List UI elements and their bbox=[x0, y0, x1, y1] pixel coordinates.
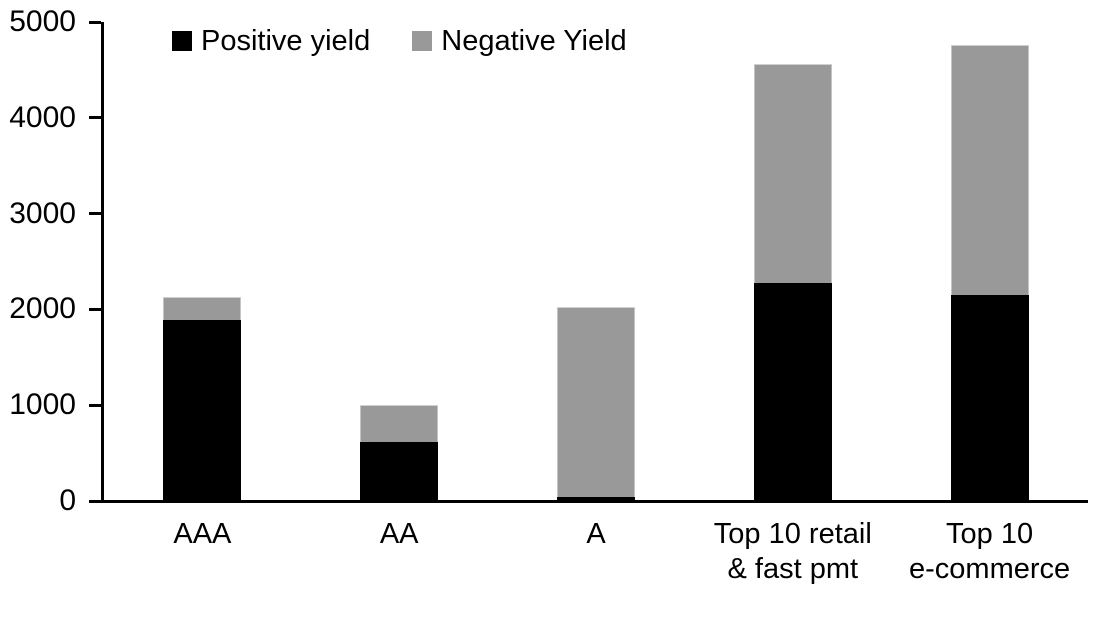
x-axis-label-line: A bbox=[586, 518, 606, 550]
x-axis-label: Top 10 e-commerce bbox=[891, 517, 1088, 587]
y-axis-line bbox=[101, 22, 104, 503]
bar-segment-negative-yield bbox=[360, 404, 439, 442]
bar-segment-negative-yield bbox=[163, 297, 242, 320]
legend-item-positive-yield: Positive yield bbox=[172, 26, 370, 56]
bar-segment-negative-yield bbox=[950, 44, 1029, 296]
y-axis-tick bbox=[89, 403, 101, 407]
y-axis-tick bbox=[89, 116, 101, 120]
bar-segment-negative-yield bbox=[753, 64, 832, 283]
x-axis-label-line: AAA bbox=[173, 518, 232, 550]
y-axis-tick-label: 1000 bbox=[9, 388, 76, 422]
y-axis-tick bbox=[89, 20, 101, 24]
legend: Positive yield Negative Yield bbox=[172, 26, 627, 56]
y-axis-tick-label: 0 bbox=[59, 484, 76, 517]
bar-segment-positive-yield bbox=[360, 441, 439, 501]
x-axis-label-line: e-commerce bbox=[909, 553, 1071, 585]
x-axis-label-line: Top 10 bbox=[946, 518, 1034, 550]
x-axis-label-line: Top 10 retail bbox=[713, 518, 872, 550]
positive-yield-swatch-icon bbox=[172, 31, 192, 51]
x-axis-label: Top 10 retail & fast pmt bbox=[694, 517, 891, 587]
bar-segment-positive-yield bbox=[950, 295, 1029, 501]
x-axis-label: AAA bbox=[104, 517, 301, 552]
bar-segment-positive-yield bbox=[163, 319, 242, 501]
x-axis-label-line: & fast pmt bbox=[727, 553, 859, 585]
x-axis-label: AA bbox=[301, 517, 498, 552]
y-axis-tick-label: 3000 bbox=[9, 196, 76, 230]
bar-segment-negative-yield bbox=[557, 306, 635, 497]
x-axis-label-line: AA bbox=[379, 518, 419, 550]
x-axis-line bbox=[101, 500, 1088, 503]
x-axis-label: A bbox=[498, 517, 695, 552]
y-axis-tick bbox=[89, 212, 101, 216]
y-axis-tick bbox=[89, 499, 101, 503]
y-axis-tick-label: 4000 bbox=[9, 100, 76, 134]
legend-item-negative-yield: Negative Yield bbox=[412, 25, 627, 57]
legend-label-positive-yield: Positive yield bbox=[201, 25, 371, 57]
y-axis-tick bbox=[89, 307, 101, 311]
bar-segment-positive-yield bbox=[753, 282, 832, 501]
y-axis-tick-label: 5000 bbox=[9, 5, 76, 38]
y-axis-tick-label: 2000 bbox=[9, 292, 76, 326]
negative-yield-swatch-icon bbox=[412, 31, 433, 51]
legend-label-negative-yield: Negative Yield bbox=[441, 25, 627, 57]
bar-segment-positive-yield bbox=[557, 496, 635, 501]
